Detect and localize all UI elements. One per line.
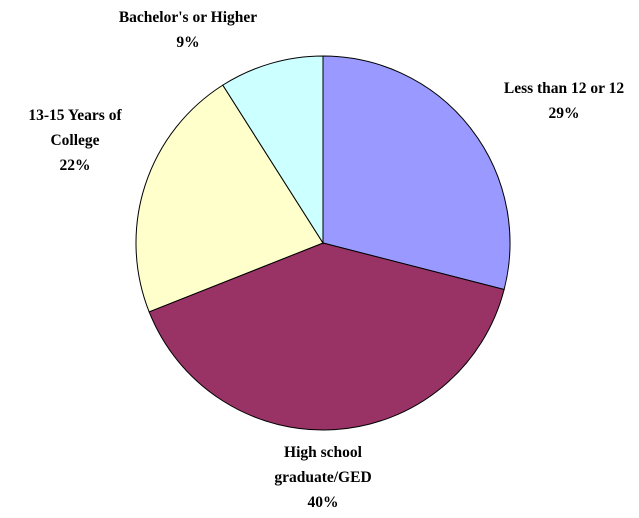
pie-slice <box>222 55 324 245</box>
value-label: 40% <box>307 494 339 511</box>
pie-slice <box>322 55 511 291</box>
category-label: 13-15 Years of College <box>28 107 122 149</box>
value-label: 29% <box>548 105 580 122</box>
pie-slice <box>135 84 324 313</box>
category-label: Less than 12 or 12 <box>503 80 625 97</box>
category-label: Bachelor's or Higher <box>118 9 258 26</box>
value-label: 9% <box>176 34 200 51</box>
category-label: High school graduate/GED <box>274 444 372 486</box>
slice-label: 13-15 Years of College 22% <box>8 103 143 178</box>
pie-slice <box>148 242 505 431</box>
slice-label: High school graduate/GED 40% <box>263 440 383 515</box>
slice-label: Bachelor's or Higher 9% <box>119 5 257 55</box>
slice-label: Less than 12 or 12 29% <box>504 76 624 126</box>
value-label: 22% <box>59 157 91 174</box>
